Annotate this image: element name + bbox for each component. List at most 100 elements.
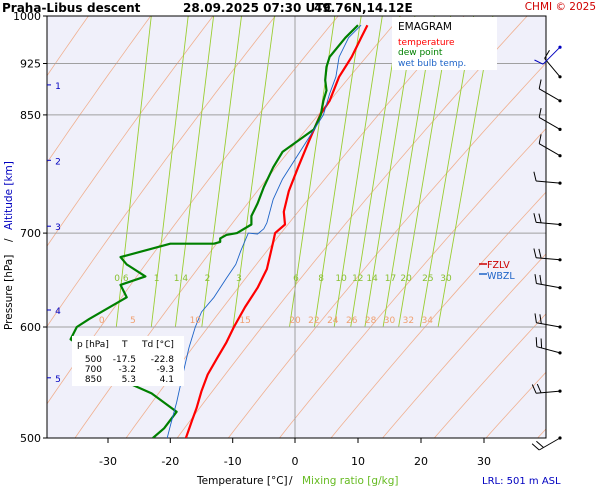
dry-adiabat-line <box>433 313 546 438</box>
wind-barb <box>534 45 562 65</box>
table-cell: 5.3 <box>122 375 136 385</box>
dry-adiabat-line <box>47 16 214 247</box>
wind-barb <box>535 337 562 355</box>
table-cell: -17.5 <box>113 355 136 365</box>
data-table: p [hPa] T Td [°C] 500 -17.5 -22.8 700 -3… <box>77 340 174 385</box>
adiabat-label: 30 <box>384 316 396 326</box>
table-cell: -9.3 <box>156 365 174 375</box>
adiabat-label: 24 <box>327 316 339 326</box>
wind-barb-feather <box>533 213 537 223</box>
altitude-tick-label: 5 <box>55 375 61 385</box>
wind-barb <box>544 50 562 79</box>
wind-barb-feather <box>531 443 540 451</box>
wind-barb-staff <box>538 88 561 102</box>
table-cell: 500 <box>85 355 102 365</box>
wind-barb-feather <box>539 314 542 324</box>
adiabat-label: 22 <box>308 316 319 326</box>
wind-barb-staff <box>536 180 561 184</box>
adiabat-label: 20 <box>289 316 301 326</box>
lrl-note: LRL: 501 m ASL <box>482 476 561 487</box>
dry-adiabat-line <box>279 128 546 438</box>
adiabat-label: 0 <box>99 316 105 326</box>
wind-barb-feather <box>538 248 542 259</box>
wind-barb <box>533 171 562 185</box>
mixing-ratio-label: 3 <box>236 274 242 284</box>
temperature-tick-label: 0 <box>292 455 299 468</box>
wind-barb-staff <box>544 58 561 78</box>
mixing-ratio-line <box>150 16 189 328</box>
wind-barb-staff <box>538 437 561 451</box>
wind-barb-feather <box>544 50 550 59</box>
table-header-td: Td [°C] <box>141 340 174 350</box>
wind-barb <box>534 313 562 329</box>
wind-barb-staff <box>536 390 561 394</box>
mixing-ratio-label: 30 <box>440 274 452 284</box>
copyright: CHMI © 2025 <box>525 1 596 13</box>
table-cell: 850 <box>85 375 102 385</box>
mixing-ratio-label: 6 <box>293 274 299 284</box>
series-wet-bulb-temp-line <box>166 24 362 438</box>
mixing-ratio-label: 2 <box>205 274 211 284</box>
wind-barb-feather <box>534 59 544 65</box>
mixing-ratio-line <box>333 16 383 328</box>
station-name: Praha-Libus <box>2 1 82 15</box>
temperature-tick-label: 30 <box>477 455 491 468</box>
table-header-p: p [hPa] <box>77 340 109 350</box>
table-cell: -22.8 <box>151 355 175 365</box>
wind-barb-staff <box>536 322 561 328</box>
mixing-ratio-line <box>201 16 242 328</box>
dry-adiabat-line <box>227 62 546 438</box>
altitude-tick-label: 1 <box>55 82 61 92</box>
legend-box <box>392 17 497 70</box>
temperature-tick-label: 20 <box>414 455 428 468</box>
wind-barb <box>538 134 562 158</box>
temperature-tick-label: -10 <box>224 455 242 468</box>
table-header-t: T <box>121 340 128 350</box>
x-axis-title-mixing: Mixing ratio [g/kg] <box>302 475 398 487</box>
adiabat-label: 5 <box>130 316 136 326</box>
pressure-tick-label: 700 <box>20 227 41 240</box>
wind-barb-feather <box>540 338 543 349</box>
wind-barb <box>531 383 562 394</box>
wind-barb-feather <box>538 213 542 224</box>
table-cell: 700 <box>85 365 102 375</box>
adiabat-label: 15 <box>239 316 250 326</box>
pressure-tick-label: 500 <box>20 432 41 445</box>
legend-title: EMAGRAM <box>398 21 452 33</box>
mixing-ratio-label: 14 <box>366 274 378 284</box>
dry-adiabat-line <box>330 191 546 438</box>
wind-barb-feather <box>534 274 537 284</box>
wind-barb-feather <box>533 248 537 258</box>
y-axis-title-altitude: Altitude [km] <box>3 161 15 230</box>
sounding-datetime: 28.09.2025 07:30 UTC <box>183 1 332 15</box>
wind-barb-feather <box>533 171 537 182</box>
wind-barb-feather <box>535 337 538 347</box>
adiabat-label: 28 <box>365 316 377 326</box>
mixing-ratio-label: 0.6 <box>114 274 129 284</box>
temperature-tick-label: -20 <box>161 455 179 468</box>
table-cell: 4.1 <box>160 375 174 385</box>
dry-adiabat-line <box>47 16 276 328</box>
temperature-tick-label: -30 <box>99 455 117 468</box>
wind-barb <box>538 107 562 131</box>
altitude-tick-label: 3 <box>55 223 61 233</box>
wbzl-label: WBZL <box>487 271 515 282</box>
wind-barb-staff <box>542 46 561 65</box>
legend-dew-point: dew point <box>398 48 443 58</box>
sounding-mode: descent <box>87 1 141 15</box>
pressure-tick-label: 600 <box>20 321 41 334</box>
y-axis-title-pressure: Pressure [hPa] <box>3 255 15 330</box>
wind-barb <box>534 274 562 290</box>
mixing-ratio-line <box>115 16 152 328</box>
y-axis-title-separator: / <box>3 238 15 242</box>
dry-adiabat-line <box>47 16 152 164</box>
adiabat-label: 10 <box>190 316 202 326</box>
mixing-ratio-line <box>232 16 275 328</box>
adiabat-label: 32 <box>403 316 414 326</box>
pressure-tick-label: 850 <box>20 109 41 122</box>
dry-adiabat-line <box>589 16 600 438</box>
wind-barb-feather <box>536 440 544 448</box>
mixing-ratio-line <box>313 16 362 328</box>
